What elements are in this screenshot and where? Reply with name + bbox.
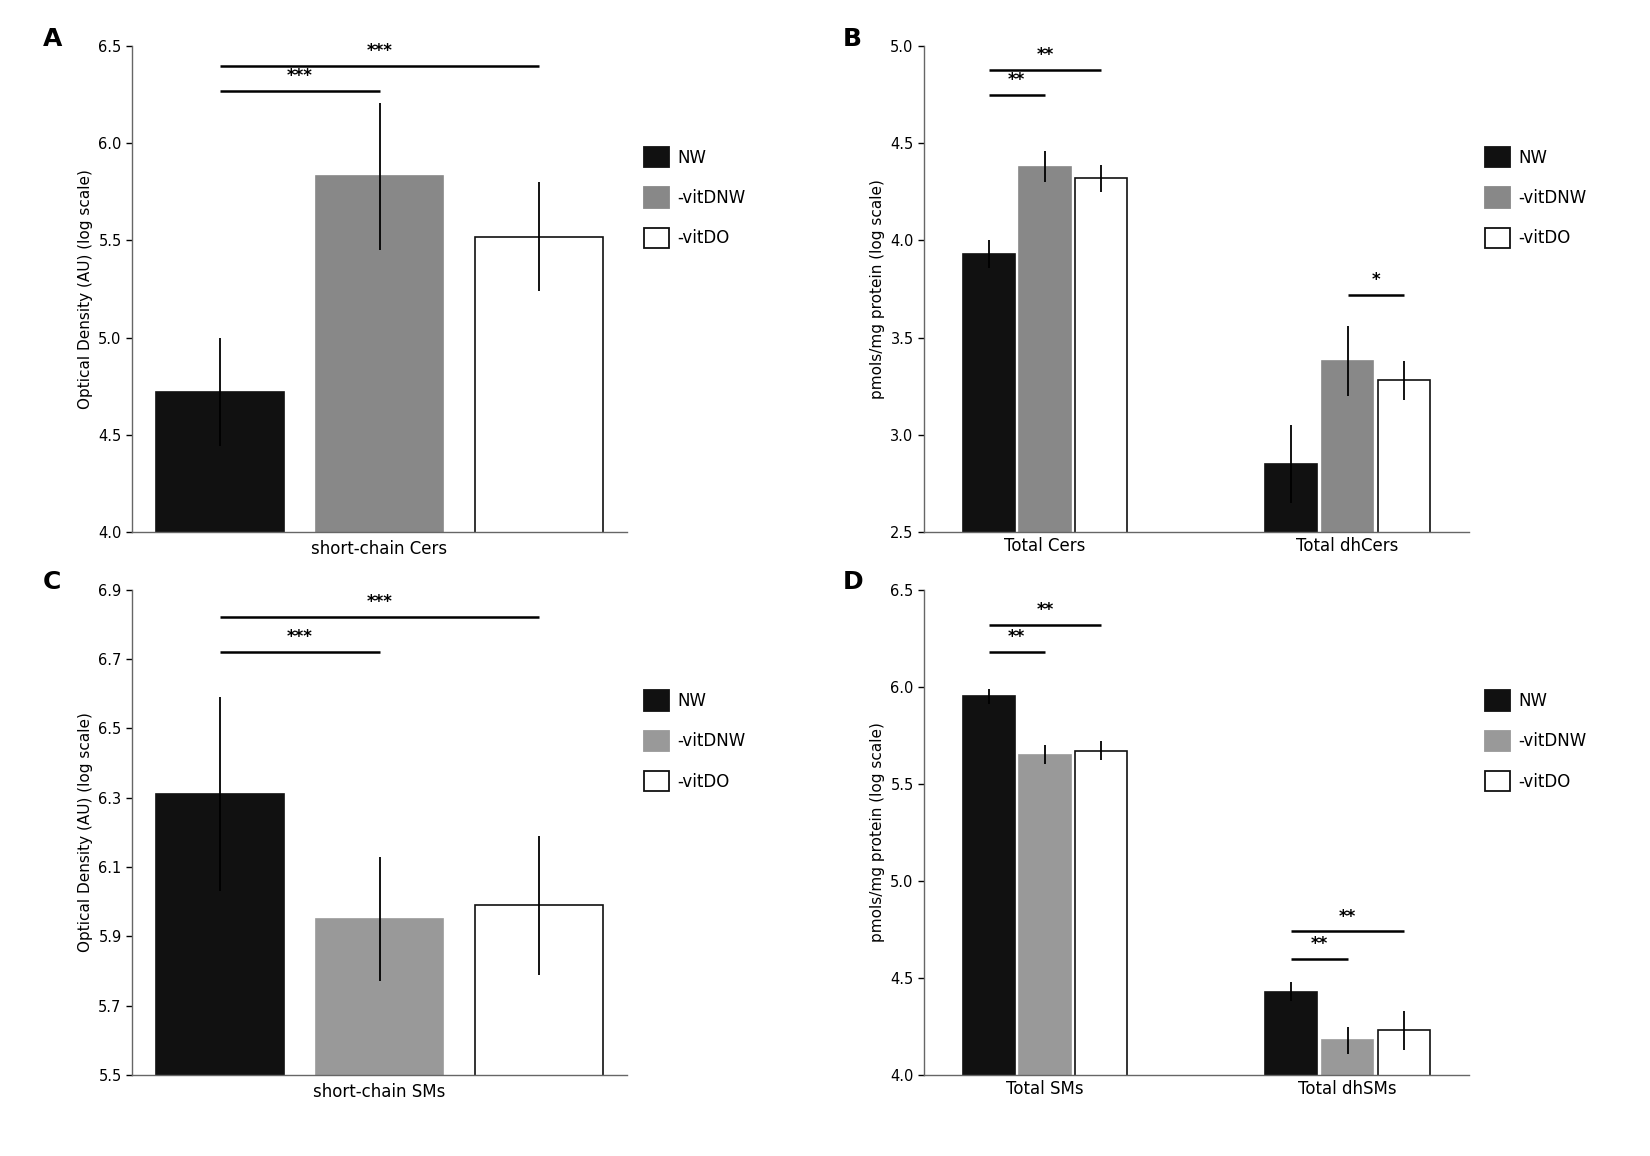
Bar [1378,1030,1431,1156]
Text: ***: *** [287,628,312,646]
Bar [1266,464,1317,1017]
Text: A: A [43,27,63,51]
Legend: NW, -vitDNW, -vitDO: NW, -vitDNW, -vitDO [1485,690,1587,792]
Legend: NW, -vitDNW, -vitDO: NW, -vitDNW, -vitDO [644,147,746,249]
Bar [1322,361,1373,1017]
X-axis label: short-chain Cers: short-chain Cers [312,540,447,558]
Bar [1020,755,1071,1156]
Bar [315,177,444,1156]
Bar [1266,992,1317,1156]
Bar [157,392,284,1156]
Bar [1020,166,1071,1017]
Text: **: ** [1036,601,1054,618]
Bar [1076,750,1127,1156]
Legend: NW, -vitDNW, -vitDO: NW, -vitDNW, -vitDO [644,690,746,792]
X-axis label: short-chain SMs: short-chain SMs [314,1083,446,1102]
Text: D: D [843,570,863,594]
Text: **: ** [1008,628,1025,646]
Bar [157,794,284,1156]
Bar [962,696,1015,1156]
Bar [1076,178,1127,1017]
Y-axis label: Optical Density (AU) (log scale): Optical Density (AU) (log scale) [78,712,92,953]
Text: B: B [843,27,861,51]
Bar [1378,380,1431,1017]
Text: ***: *** [366,42,393,60]
Text: **: ** [1338,907,1356,926]
Y-axis label: pmols/mg protein (log scale): pmols/mg protein (log scale) [870,179,884,399]
Bar [1322,1040,1373,1156]
Text: *: * [1371,271,1379,289]
Legend: NW, -vitDNW, -vitDO: NW, -vitDNW, -vitDO [1485,147,1587,249]
Text: **: ** [1310,935,1328,953]
Y-axis label: pmols/mg protein (log scale): pmols/mg protein (log scale) [870,722,884,942]
Bar [475,905,602,1156]
Bar [962,254,1015,1017]
Bar [475,237,602,1156]
Text: C: C [43,570,61,594]
Bar [315,919,444,1156]
Text: ***: *** [287,67,312,86]
Y-axis label: Optical Density (AU) (log scale): Optical Density (AU) (log scale) [78,169,92,409]
Text: **: ** [1008,71,1025,89]
Text: ***: *** [366,593,393,612]
Text: **: ** [1036,46,1054,64]
